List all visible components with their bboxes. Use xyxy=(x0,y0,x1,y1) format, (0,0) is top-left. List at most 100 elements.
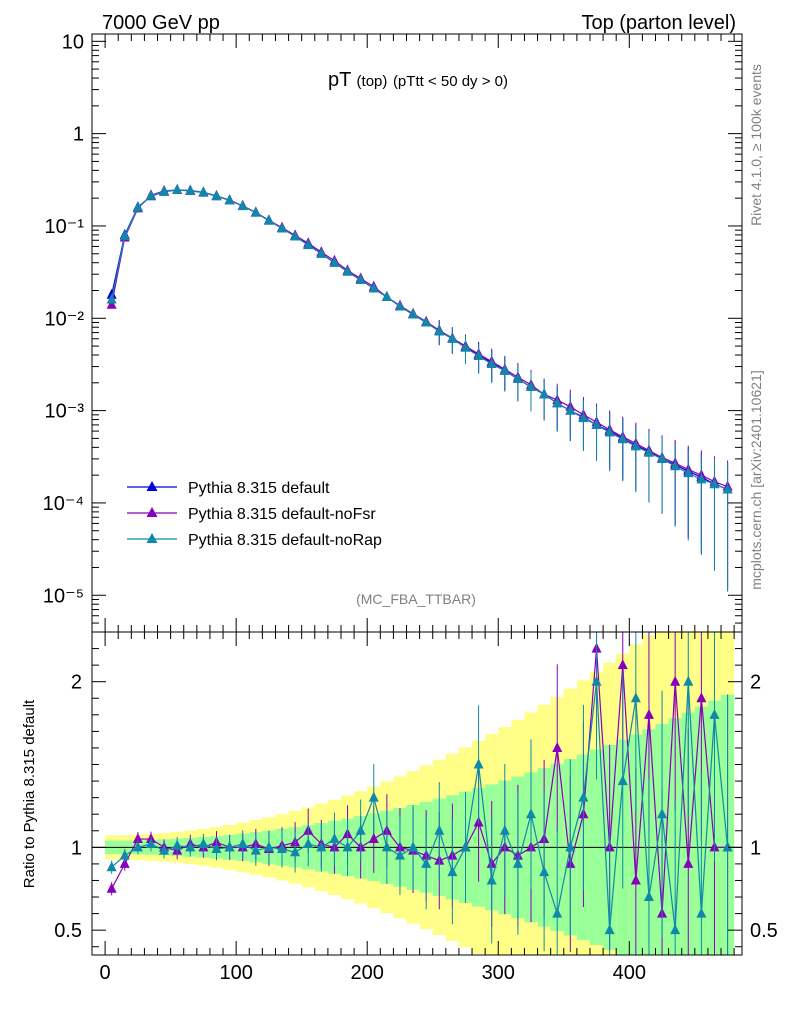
ratio-point xyxy=(604,924,615,935)
plot-title: pT (top) (pTtt < 50 dy > 0) xyxy=(328,69,508,91)
data-point xyxy=(211,190,222,201)
ratio-y-ticks: 2 2 1 1 0.5 0.5 xyxy=(54,648,778,948)
ratio-point xyxy=(499,824,510,835)
ratio-point xyxy=(460,841,471,852)
ratio-point xyxy=(696,692,707,703)
legend-marker-triangle-icon xyxy=(146,481,158,491)
data-point xyxy=(329,256,340,267)
data-point xyxy=(460,341,471,352)
x-tick-label: 200 xyxy=(351,962,384,984)
ratio-point xyxy=(224,841,235,852)
ratio-tick-label-left: 2 xyxy=(71,672,82,694)
ratio-point xyxy=(565,841,576,852)
legend-label: Pythia 8.315 default xyxy=(188,480,330,497)
ratio-point xyxy=(132,833,143,844)
ratio-point xyxy=(552,741,563,752)
ratio-tick-label-left: 0.5 xyxy=(54,920,82,942)
data-point xyxy=(290,230,301,241)
data-point xyxy=(696,473,707,484)
ratio-point xyxy=(526,808,537,819)
ratio-point xyxy=(394,849,405,860)
header-right: Top (parton level) xyxy=(581,12,736,34)
main-panel: 10 1 10⁻¹ 10⁻² 10⁻³ 10⁻⁴ 10⁻⁵ pT (top) (pTtt <… xyxy=(43,31,743,633)
legend-label: Pythia 8.315 default-noRap xyxy=(188,532,382,549)
ratio-point xyxy=(630,692,641,703)
ratio-point xyxy=(303,838,314,849)
ratio-point xyxy=(591,675,602,686)
ratio-point xyxy=(617,659,628,670)
data-point xyxy=(591,418,602,429)
y-tick-label: 1 xyxy=(73,124,84,146)
data-point xyxy=(394,300,405,311)
data-point xyxy=(447,332,458,343)
data-point xyxy=(617,433,628,444)
ratio-point xyxy=(486,874,497,885)
data-point xyxy=(434,325,445,336)
data-point xyxy=(106,293,117,304)
main-y-ticks: 10 1 10⁻¹ 10⁻² 10⁻³ 10⁻⁴ 10⁻⁵ xyxy=(43,31,742,633)
y-tick-label: 10⁻³ xyxy=(45,401,85,423)
ratio-point xyxy=(696,907,707,918)
ratio-point xyxy=(578,791,589,802)
data-point xyxy=(499,364,510,375)
ratio-panel: 2 2 1 1 0.5 0.5 0 100 200 300 400 Ratio to Pythia… xyxy=(21,34,778,984)
data-point xyxy=(119,229,130,240)
ratio-tick-label-right: 1 xyxy=(750,837,761,859)
ratio-point xyxy=(263,841,274,852)
ratio-point xyxy=(473,758,484,769)
ratio-point xyxy=(683,675,694,686)
series-0 xyxy=(106,184,733,592)
data-point xyxy=(421,316,432,327)
data-point xyxy=(512,372,523,383)
data-point xyxy=(683,467,694,478)
ratio-point xyxy=(237,838,248,849)
data-point xyxy=(486,357,497,368)
data-point xyxy=(250,206,261,217)
data-point xyxy=(408,308,419,319)
data-point xyxy=(342,265,353,276)
series-2 xyxy=(106,183,733,592)
ratio-point xyxy=(722,841,733,852)
ratio-point xyxy=(145,838,156,849)
y-tick-label: 10⁻¹ xyxy=(45,216,85,238)
ratio-point xyxy=(368,791,379,802)
x-tick-label: 300 xyxy=(482,962,515,984)
ratio-point xyxy=(172,839,183,850)
legend-entry-default: Pythia 8.315 default xyxy=(127,480,330,497)
ratio-point xyxy=(277,842,288,853)
data-point xyxy=(277,222,288,233)
rivet-label: Rivet 4.1.0, ≥ 100k events xyxy=(748,64,764,226)
legend: Pythia 8.315 default Pythia 8.315 defaul… xyxy=(127,480,382,549)
data-point xyxy=(657,452,668,463)
ratio-point xyxy=(421,857,432,868)
ratio-point xyxy=(368,833,379,844)
ratio-series xyxy=(106,632,733,955)
data-point xyxy=(552,397,563,408)
data-point xyxy=(355,273,366,284)
ratio-point xyxy=(408,841,419,852)
ratio-point xyxy=(670,924,681,935)
plot-title-main: pT xyxy=(328,69,351,91)
ratio-uncertainty-bands xyxy=(105,632,735,955)
data-point xyxy=(722,483,733,494)
ratio-point xyxy=(106,861,117,872)
ratio-point xyxy=(709,708,720,719)
ratio-frame xyxy=(91,631,743,956)
legend-label: Pythia 8.315 default-noFsr xyxy=(188,506,376,523)
ratio-point xyxy=(512,857,523,868)
ratio-tick-label-right: 0.5 xyxy=(750,920,778,942)
data-point xyxy=(198,186,209,197)
data-point xyxy=(526,381,537,392)
legend-marker-triangle-icon xyxy=(146,533,158,543)
data-point xyxy=(539,388,550,399)
ratio-series-1 xyxy=(106,632,733,955)
ratio-point xyxy=(290,846,301,857)
ratio-point xyxy=(342,841,353,852)
data-point xyxy=(709,478,720,489)
data-point xyxy=(473,350,484,361)
ratio-point xyxy=(316,841,327,852)
plot-title-sub: (top) xyxy=(357,73,388,90)
ratio-point xyxy=(381,841,392,852)
data-point xyxy=(604,426,615,437)
ratio-point xyxy=(198,838,209,849)
